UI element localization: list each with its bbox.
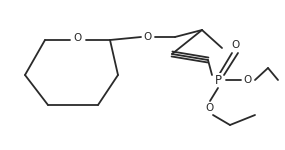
Text: O: O	[144, 32, 152, 42]
Text: P: P	[215, 74, 221, 87]
Text: O: O	[231, 40, 239, 50]
Text: O: O	[206, 103, 214, 113]
Text: O: O	[73, 33, 82, 43]
Text: O: O	[244, 75, 252, 85]
